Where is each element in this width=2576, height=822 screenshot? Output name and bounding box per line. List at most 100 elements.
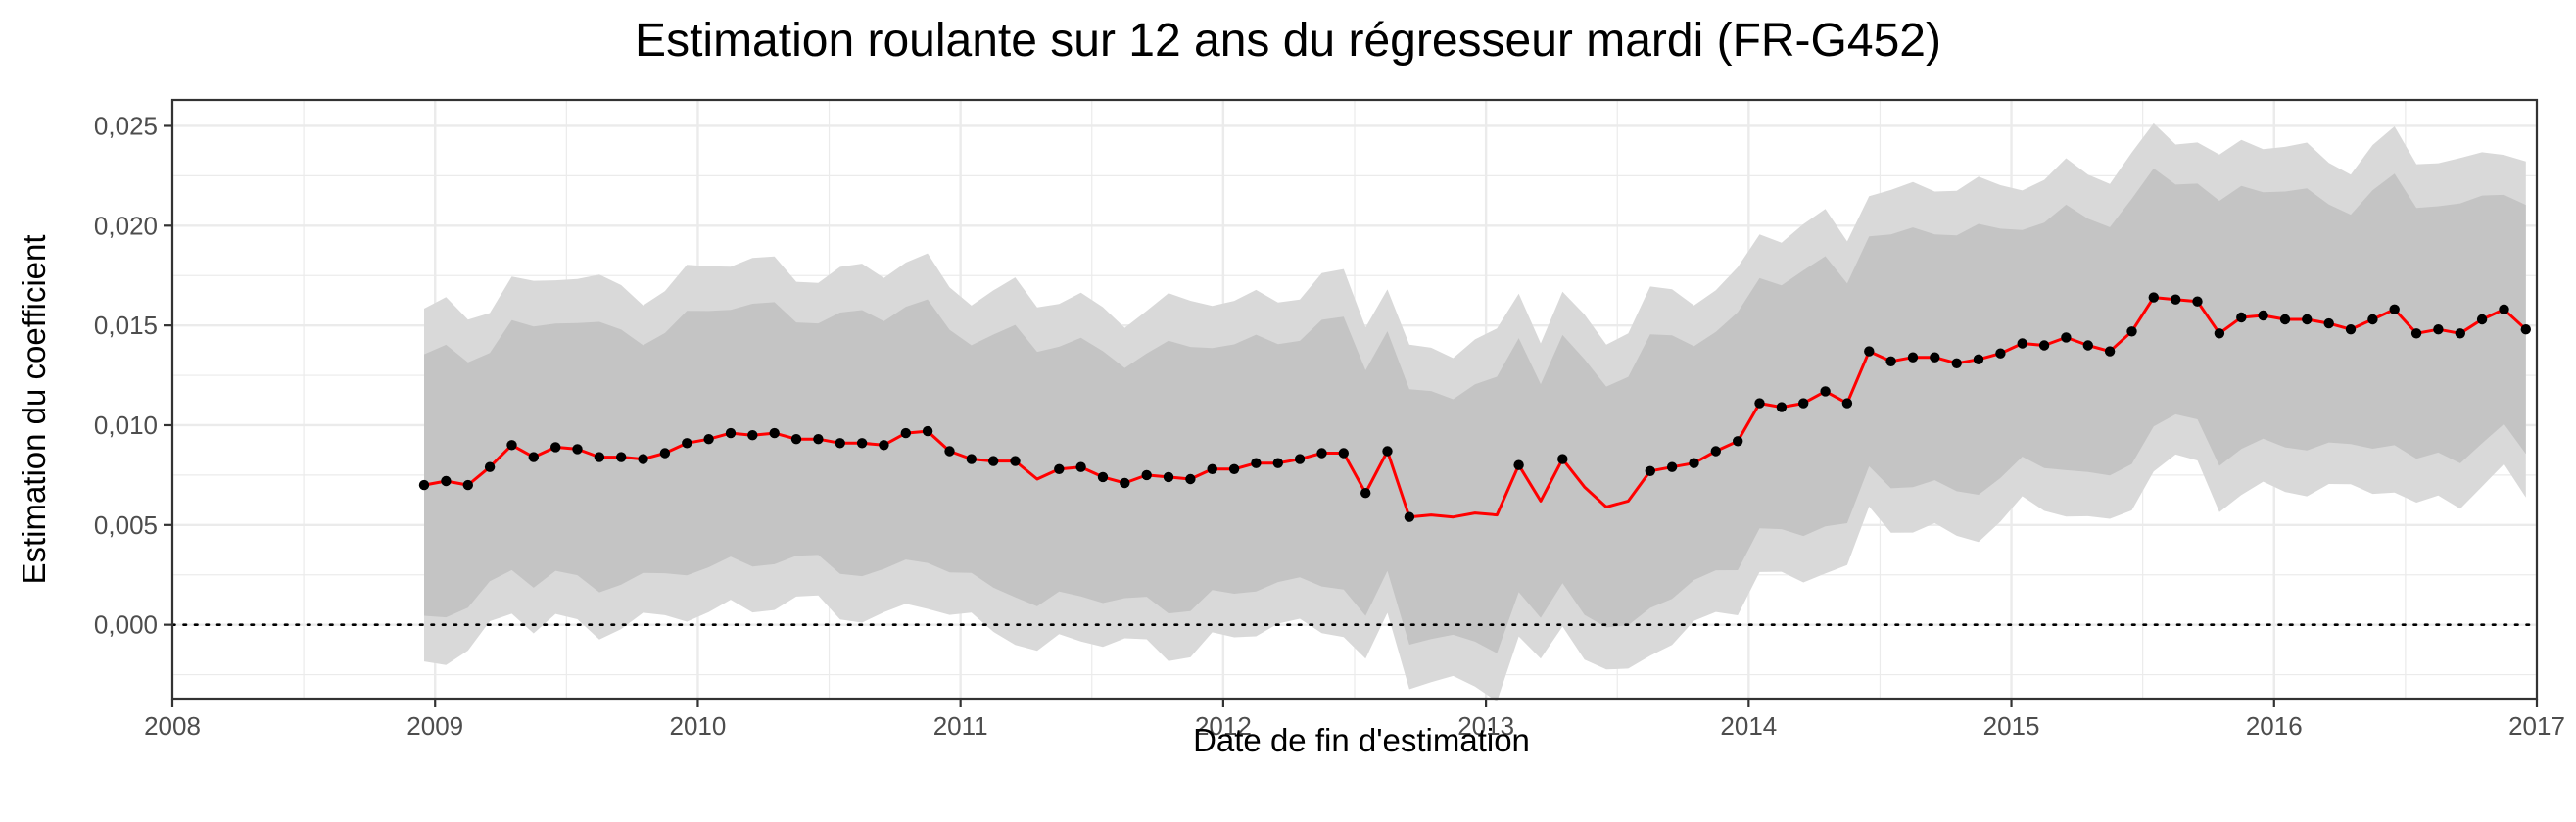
estimate-point xyxy=(2258,310,2268,321)
estimate-point xyxy=(2410,328,2422,339)
estimate-point xyxy=(2082,340,2093,351)
y-axis: 0,000 0,005 0,010 0,015 0,020 0,025 xyxy=(94,111,172,640)
estimate-point xyxy=(1557,454,1568,464)
y-tick-label: 0,000 xyxy=(94,610,158,640)
x-tick-label: 2013 xyxy=(1457,711,1514,741)
estimate-point xyxy=(2520,324,2531,335)
estimate-point xyxy=(2104,346,2116,357)
estimate-point xyxy=(1513,459,1524,470)
estimate-point xyxy=(616,452,627,462)
estimate-point xyxy=(1054,463,1065,474)
estimate-point xyxy=(1097,471,1109,483)
estimate-point xyxy=(484,461,496,472)
estimate-point xyxy=(1316,448,1327,459)
x-tick-label: 2017 xyxy=(2508,711,2565,741)
estimate-point xyxy=(1272,458,1284,468)
estimate-point xyxy=(506,440,517,451)
estimate-point xyxy=(944,446,955,457)
estimate-point xyxy=(1689,458,1699,468)
estimate-point xyxy=(462,479,473,491)
estimate-point xyxy=(1930,352,1940,363)
x-axis: 2008 2009 2010 2011 2012 2013 2014 2015 2016 2017 xyxy=(144,699,2565,741)
estimate-point xyxy=(2171,294,2181,305)
estimate-point xyxy=(769,427,780,439)
y-tick-label: 0,010 xyxy=(94,411,158,440)
estimate-point xyxy=(528,452,539,462)
estimate-point xyxy=(725,427,737,439)
y-axis-title: Estimation du coefficient xyxy=(16,234,52,584)
x-tick-label: 2008 xyxy=(144,711,201,741)
estimate-point xyxy=(1163,471,1174,483)
estimate-point xyxy=(988,456,999,466)
estimate-point xyxy=(2499,304,2509,314)
estimate-point xyxy=(1338,448,1350,459)
estimate-point xyxy=(966,454,977,464)
estimate-point xyxy=(2017,338,2027,349)
x-tick-label: 2014 xyxy=(1720,711,1777,741)
y-tick-label: 0,005 xyxy=(94,510,158,540)
estimate-point xyxy=(879,440,889,451)
estimate-point xyxy=(703,434,714,445)
estimate-point xyxy=(1776,402,1788,412)
estimate-point xyxy=(1666,461,1678,472)
estimate-point xyxy=(1907,352,1919,363)
estimate-point xyxy=(550,442,561,453)
x-tick-label: 2015 xyxy=(1983,711,2040,741)
estimate-point xyxy=(1754,398,1765,409)
x-tick-label: 2009 xyxy=(406,711,463,741)
estimate-point xyxy=(2389,304,2400,314)
estimate-point xyxy=(638,454,648,464)
estimate-point xyxy=(2345,324,2357,335)
estimate-point xyxy=(1075,461,1086,472)
y-tick-label: 0,020 xyxy=(94,211,158,240)
estimate-point xyxy=(900,427,911,439)
estimate-point xyxy=(790,434,802,445)
estimate-point xyxy=(813,434,824,445)
estimate-point xyxy=(1207,463,1217,474)
estimate-point xyxy=(2214,328,2225,339)
estimate-point xyxy=(1228,463,1240,474)
estimate-point xyxy=(747,430,758,441)
inner-confidence-band xyxy=(424,168,2526,653)
estimate-point xyxy=(1294,454,1306,464)
estimate-point xyxy=(1251,458,1262,468)
estimate-point xyxy=(659,448,671,459)
estimate-point xyxy=(2367,314,2378,325)
estimate-point xyxy=(441,475,452,487)
estimate-point xyxy=(1995,348,2006,359)
estimate-point xyxy=(2433,324,2444,335)
estimate-point xyxy=(572,444,583,455)
x-tick-label: 2010 xyxy=(670,711,727,741)
estimate-point xyxy=(2323,317,2334,329)
estimate-point xyxy=(835,438,845,449)
estimate-point xyxy=(1382,446,1393,457)
estimate-point xyxy=(1360,488,1371,499)
estimate-point xyxy=(856,438,868,449)
estimate-point xyxy=(2476,314,2488,325)
y-tick-label: 0,015 xyxy=(94,311,158,340)
estimate-point xyxy=(682,438,692,449)
estimate-points xyxy=(418,292,2531,522)
chart-title: Estimation roulante sur 12 ans du régres… xyxy=(635,15,1941,67)
estimate-point xyxy=(1185,473,1196,485)
estimate-point xyxy=(594,452,605,462)
y-tick-label: 0,025 xyxy=(94,111,158,140)
x-tick-label: 2012 xyxy=(1195,711,1252,741)
estimate-point xyxy=(1645,465,1656,476)
panel-border xyxy=(170,98,2539,701)
estimate-point xyxy=(2455,328,2465,339)
x-axis-title: Date de fin d'estimation xyxy=(1193,722,1530,758)
estimate-point xyxy=(1951,358,1962,368)
estimate-point xyxy=(1885,356,1896,366)
estimate-point xyxy=(922,425,933,437)
estimate-point xyxy=(1404,511,1415,522)
estimate-point xyxy=(2302,314,2313,325)
estimate-point xyxy=(2038,340,2050,351)
estimate-point xyxy=(1973,354,1984,364)
confidence-bands xyxy=(424,122,2526,701)
estimate-point xyxy=(1864,346,1875,357)
estimate-point xyxy=(1733,436,1743,447)
estimate-point xyxy=(1798,398,1809,409)
panel-border-rect xyxy=(170,98,2539,701)
